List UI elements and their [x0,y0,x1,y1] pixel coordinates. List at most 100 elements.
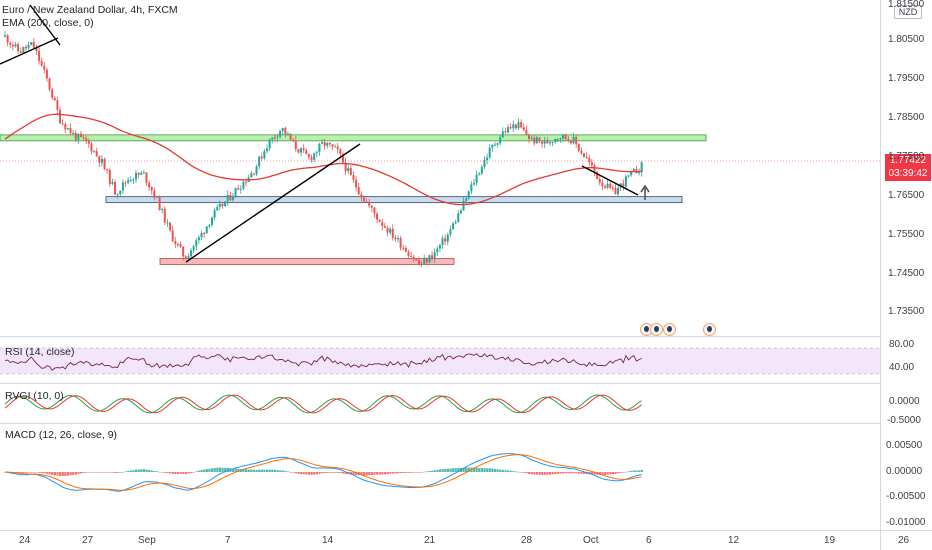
macd-histogram-bar [195,471,198,472]
candle-body [135,173,137,180]
macd-histogram-bar [420,472,423,473]
macd-histogram-bar [538,472,541,475]
candle-body [630,171,633,176]
macd-histogram-bar [205,469,208,472]
symbol-title[interactable]: Euro / New Zealand Dollar, 4h, FXCM [2,4,178,16]
macd-histogram-bar [496,469,499,472]
macd-histogram-bar [404,472,408,473]
macd-histogram-bar [614,472,617,474]
candle-body [231,196,234,200]
economic-event-icon[interactable] [703,323,716,336]
candle-body [362,197,365,202]
candle-body [575,137,578,145]
macd-histogram-bar [478,467,481,472]
candle-body [452,223,455,230]
candle-body [632,169,635,172]
macd-histogram-bar [399,472,402,474]
candle-body [103,158,106,169]
macd-tick-label: 0.00500 [886,440,923,451]
time-tick-label: 28 [521,535,533,546]
candle-body [137,173,140,175]
macd-histogram-bar [187,472,190,474]
candle-body [234,188,237,197]
candle-body [624,176,627,187]
candle-body [124,182,127,184]
macd-histogram-bar [61,472,64,477]
macd-histogram-bar [252,469,256,472]
macd-histogram-bar [302,472,305,475]
candle-body [208,224,211,227]
macd-histogram-bar [266,469,269,472]
candle-body [106,168,109,170]
price-tick-label: 1.74500 [888,268,925,279]
macd-histogram-bar [334,472,337,473]
candle-body [297,149,300,153]
candle-body [72,132,75,134]
candle-body [203,233,206,235]
candle-body [321,142,324,144]
macd-histogram-bar [51,472,54,475]
macd-histogram-bar [90,472,93,473]
macd-histogram-bar [163,472,167,473]
candle-body [454,222,457,224]
candle-body [19,51,22,53]
rvgi-legend[interactable]: RVGI (10, 0) [5,390,64,402]
candle-body [111,181,114,184]
economic-event-icon[interactable] [663,323,676,336]
macd-histogram-bar [292,472,295,473]
candle-body [344,162,347,172]
currency-badge[interactable]: NZD [894,5,922,19]
candle-body [64,124,67,130]
macd-histogram-bar [501,469,504,472]
trend-line [581,165,639,196]
candle-body [6,35,9,43]
candle-body [121,182,124,191]
candle-body [564,134,567,139]
time-tick-label: 24 [19,535,31,546]
macd-histogram-bar [326,472,329,473]
candle-body [331,144,334,147]
candle-body [153,190,156,198]
ema-legend[interactable]: EMA (200, close, 0) [2,17,94,29]
candle-body [328,142,331,145]
macd-histogram-bar [174,472,177,475]
candle-body [300,148,303,153]
candle-body [116,194,119,196]
macd-histogram-bar [397,472,400,474]
candle-body [522,127,525,130]
macd-histogram-bar [331,472,334,473]
candle-body [38,51,41,61]
candle-body [459,210,462,214]
price-tick-label: 1.73500 [888,306,925,317]
macd-histogram-bar [245,469,248,472]
candle-body [378,219,381,223]
candle-body [567,138,570,141]
macd-histogram-bar [548,472,552,475]
candle-body [155,196,158,198]
candle-body [501,131,504,138]
macd-histogram-bar [475,467,478,472]
macd-legend[interactable]: MACD (12, 26, close, 9) [5,429,118,441]
rsi-legend[interactable]: RSI (14, close) [5,346,75,358]
candle-body [446,234,449,242]
candle-body [305,150,308,155]
candle-body [627,175,630,177]
candle-body [572,137,575,144]
candle-body [226,194,229,202]
macd-histogram-bar [82,472,85,473]
candle-body [108,169,111,184]
candle-body [192,246,195,251]
candle-body [9,42,12,45]
macd-histogram-bar [30,472,33,473]
candle-body [606,183,609,188]
economic-event-icon[interactable] [650,323,663,336]
candle-body [245,181,248,183]
macd-histogram-bar [394,472,397,474]
macd-histogram-bar [391,472,394,474]
candle-body [61,123,64,125]
macd-histogram-bar [45,472,49,474]
macd-histogram-bar [514,471,518,473]
candle-body [323,142,326,146]
